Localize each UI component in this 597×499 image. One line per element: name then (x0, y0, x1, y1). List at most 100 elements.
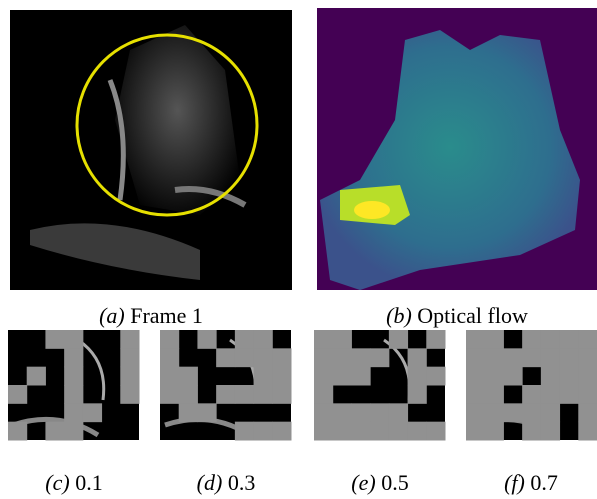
mask-patch (351, 403, 370, 422)
mask-patch (351, 422, 370, 441)
caption-tag: (f) (504, 470, 525, 495)
mask-patch (578, 403, 597, 422)
mask-patch (333, 367, 352, 386)
caption-text: 0.3 (228, 470, 256, 495)
mask-patch (522, 403, 541, 422)
mask-patch (578, 348, 597, 367)
mask-patch (578, 422, 597, 441)
mask-patch (333, 422, 352, 441)
mask-patch (541, 403, 560, 422)
masked-image (314, 330, 446, 441)
mask-patch (503, 403, 522, 422)
mask-patch (64, 330, 83, 349)
mask-patch (408, 422, 427, 441)
mask-patch (370, 348, 389, 367)
mask-patch (522, 422, 541, 441)
mask-patch (216, 385, 235, 404)
mask-patch (578, 385, 597, 404)
mask-patch (272, 422, 291, 441)
mask-patch (333, 403, 352, 422)
mask-patch (466, 348, 485, 367)
mask-patch (314, 385, 333, 404)
mask-patch (466, 367, 485, 386)
mask-patch (466, 422, 485, 441)
mask-patch (83, 403, 102, 422)
mask-patch (64, 403, 83, 422)
mask-patch (578, 367, 597, 386)
mask-patch (408, 385, 427, 404)
mask-patch (179, 385, 198, 404)
mask-patch (179, 403, 198, 422)
caption: (a) Frame 1 (99, 303, 203, 328)
mask-patch (541, 330, 560, 349)
mask-patch (216, 348, 235, 367)
mask-patch (522, 330, 541, 349)
masked-image (8, 330, 140, 441)
caption-text: Frame 1 (130, 303, 203, 328)
mask-patch (389, 422, 408, 441)
mask-patch (560, 348, 579, 367)
mask-patch (351, 367, 370, 386)
mask-patch (160, 330, 179, 349)
mask-patch (485, 330, 504, 349)
mask-patch (560, 330, 579, 349)
mask-patch (485, 367, 504, 386)
caption-text: Optical flow (417, 303, 528, 328)
mask-patch (314, 422, 333, 441)
mask-patch (485, 348, 504, 367)
caption-tag: (d) (197, 470, 223, 495)
mask-patch (503, 367, 522, 386)
mask-patch (8, 422, 27, 441)
caption-tag: (a) (99, 303, 125, 328)
caption: (b) Optical flow (386, 303, 528, 328)
mask-patch (578, 330, 597, 349)
mask-patch (64, 348, 83, 367)
mask-patch (560, 367, 579, 386)
caption-text: 0.5 (381, 470, 409, 495)
mask-patch (254, 348, 273, 367)
mask-patch (254, 385, 273, 404)
mask-patch (272, 348, 291, 367)
caption-tag: (b) (386, 303, 412, 328)
mask-patch (254, 367, 273, 386)
mask-patch (64, 367, 83, 386)
mask-patch (560, 385, 579, 404)
frame-image (10, 10, 292, 290)
mask-patch (314, 403, 333, 422)
mask-patch (485, 385, 504, 404)
caption: (e) 0.5 (351, 470, 408, 495)
mask-patch (466, 403, 485, 422)
mask-patch (541, 367, 560, 386)
caption-tag: (c) (45, 470, 69, 495)
mask-patch (389, 330, 408, 349)
mask-patch (541, 422, 560, 441)
mask-patch (179, 367, 198, 386)
figure: (a) Frame 1 (b) Optical flow (c) 0.1 (d)… (0, 0, 597, 499)
caption-text: 0.7 (530, 470, 558, 495)
caption: (d) 0.3 (197, 470, 256, 495)
mask-patch (522, 385, 541, 404)
mask-patch (370, 422, 389, 441)
mask-patch (45, 330, 64, 349)
mask-patch (235, 348, 254, 367)
mask-patch (254, 422, 273, 441)
mask-patch (426, 422, 445, 441)
caption-text: 0.1 (75, 470, 103, 495)
mask-patch (64, 422, 83, 441)
masked-image (160, 330, 292, 441)
mask-patch (160, 348, 179, 367)
mask-patch (8, 385, 27, 404)
mask-patch (466, 385, 485, 404)
mask-patch (541, 385, 560, 404)
masked-image (466, 330, 597, 441)
mask-patch (64, 385, 83, 404)
mask-patch (314, 367, 333, 386)
mask-patch (120, 330, 139, 349)
mask-patch (254, 330, 273, 349)
mask-patch (426, 367, 445, 386)
mask-patch (351, 348, 370, 367)
mask-patch (408, 348, 427, 367)
mask-patch (160, 367, 179, 386)
mask-patch (541, 348, 560, 367)
mask-patch (160, 385, 179, 404)
